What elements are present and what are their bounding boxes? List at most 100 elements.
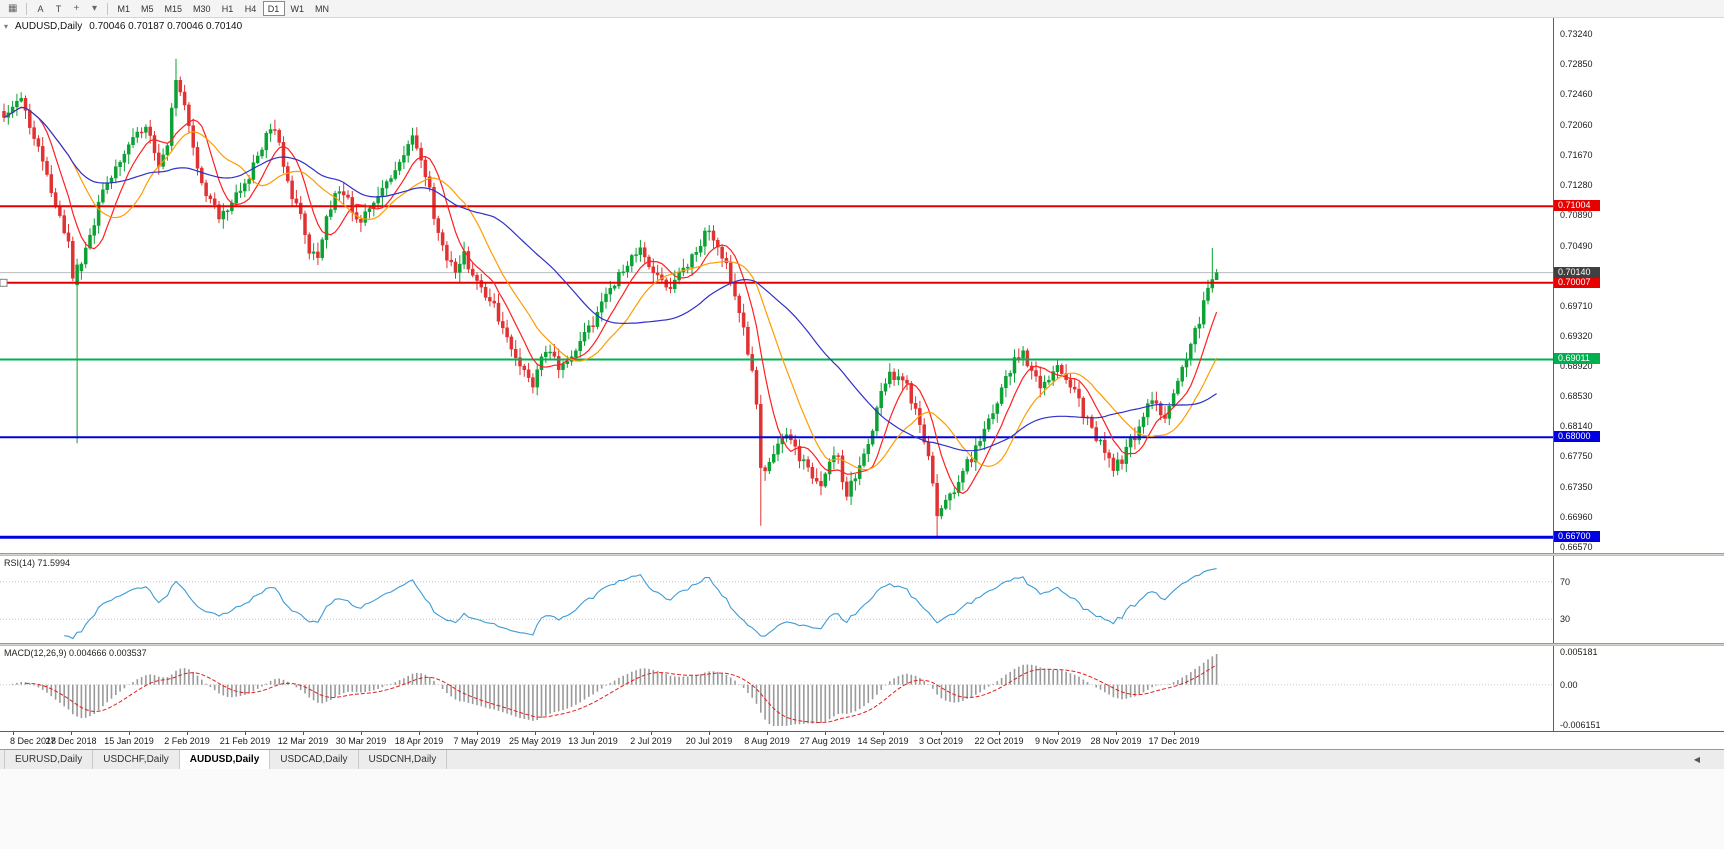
- rsi-canvas[interactable]: [0, 556, 1553, 643]
- price-tick-label: 0.70890: [1560, 210, 1593, 220]
- timeframe-button-group: M1 M5 M15 M30 H1 H4 D1 W1 MN: [112, 1, 335, 16]
- tf-button-m5[interactable]: M5: [140, 3, 154, 14]
- macd-indicator-panel: 0.005181 0.00 -0.006151 MACD(12,26,9) 0.00…: [0, 646, 1724, 731]
- toolbar-separator: [26, 2, 28, 15]
- price-axis[interactable]: 0.73240 0.72850 0.72460 0.72060 0.71670 0.712…: [1553, 18, 1724, 553]
- price-tick-label: 0.68530: [1560, 391, 1593, 401]
- macd-axis-label: 0.00: [1560, 680, 1578, 690]
- time-axis-label: 27 Dec 2018: [45, 736, 97, 746]
- tf-button-h1[interactable]: H1: [221, 3, 234, 14]
- price-tick-label: 0.70490: [1560, 241, 1593, 251]
- rsi-axis[interactable]: 70 30: [1553, 556, 1724, 643]
- rsi-label: RSI(14) 71.5994: [4, 558, 71, 568]
- time-axis-label: 13 Jun 2019: [568, 736, 618, 746]
- toolbar-separator: [107, 2, 109, 15]
- macd-histogram: [11, 654, 1218, 726]
- window-background: [0, 769, 1724, 849]
- tf-button-m30[interactable]: M30: [193, 3, 211, 14]
- macd-canvas[interactable]: [0, 646, 1553, 731]
- time-axis-label: 18 Apr 2019: [394, 736, 444, 746]
- macd-label: MACD(12,26,9) 0.004666 0.003537: [4, 648, 147, 658]
- text-tool-button[interactable]: T: [55, 3, 62, 14]
- time-axis-label: 28 Nov 2019: [1090, 736, 1142, 746]
- rsi-line: [64, 568, 1217, 640]
- time-axis-label: 20 Jul 2019: [685, 736, 733, 746]
- tf-button-w1[interactable]: W1: [290, 3, 305, 14]
- chart-window-icon[interactable]: ▦: [8, 3, 18, 14]
- tools-dropdown-icon[interactable]: ▾: [91, 3, 97, 14]
- time-axis-label: 27 Aug 2019: [799, 736, 851, 746]
- time-axis-tick: [999, 732, 1000, 735]
- macd-axis[interactable]: 0.005181 0.00 -0.006151: [1553, 646, 1724, 731]
- tab-usdcad-daily[interactable]: USDCAD,Daily: [270, 750, 359, 769]
- tf-button-mn[interactable]: MN: [315, 3, 330, 14]
- rsi-indicator-panel: 70 30 RSI(14) 71.5994: [0, 556, 1724, 643]
- candles-layer[interactable]: [2, 58, 1219, 537]
- chart-symbol-label: AUDUSD,Daily: [15, 21, 83, 32]
- time-axis-tick: [129, 732, 130, 735]
- tabbar-scroll-left-button[interactable]: ◀: [1693, 755, 1700, 764]
- price-tag[interactable]: 0.70140: [1554, 267, 1600, 278]
- price-tag[interactable]: 0.70007: [1554, 277, 1600, 288]
- top-toolbar: ▦ A T + ▾ M1 M5 M15 M30 H1 H4 D1 W1 MN: [0, 0, 1724, 18]
- tf-button-m1[interactable]: M1: [117, 3, 130, 14]
- panel-splitter[interactable]: [0, 553, 1724, 556]
- time-axis-label: 25 May 2019: [508, 736, 562, 746]
- price-tick-label: 0.71280: [1560, 180, 1593, 190]
- time-axis-label: 12 Mar 2019: [277, 736, 329, 746]
- time-axis-tick: [71, 732, 72, 735]
- panel-splitter[interactable]: [0, 643, 1724, 646]
- time-axis-label: 2 Feb 2019: [164, 736, 210, 746]
- time-axis-label: 17 Dec 2019: [1148, 736, 1200, 746]
- tf-button-d1[interactable]: D1: [262, 1, 285, 16]
- time-axis-label: 2 Jul 2019: [630, 736, 672, 746]
- time-axis-tick: [767, 732, 768, 735]
- time-axis-tick: [535, 732, 536, 735]
- price-tag[interactable]: 0.69011: [1554, 353, 1600, 364]
- price-tick-label: 0.71670: [1560, 150, 1593, 160]
- price-tag[interactable]: 0.68000: [1554, 431, 1600, 442]
- tab-usdcnh-daily[interactable]: USDCNH,Daily: [358, 750, 448, 769]
- time-axis-tick: [187, 732, 188, 735]
- cursor-mode-button[interactable]: A: [37, 3, 44, 14]
- tab-usdchf-daily[interactable]: USDCHF,Daily: [93, 750, 180, 769]
- tf-button-m15[interactable]: M15: [164, 3, 182, 14]
- price-chart-panel: 0.73240 0.72850 0.72460 0.72060 0.71670 0.712…: [0, 18, 1724, 553]
- time-axis-tick: [825, 732, 826, 735]
- time-axis-tick: [419, 732, 420, 735]
- time-axis-label: 30 Mar 2019: [335, 736, 387, 746]
- time-axis-label: 14 Sep 2019: [857, 736, 909, 746]
- ma-line-8: [3, 106, 1218, 495]
- price-tick-label: 0.68140: [1560, 421, 1593, 431]
- tab-audusd-daily[interactable]: AUDUSD,Daily: [179, 750, 271, 769]
- time-axis-tick: [303, 732, 304, 735]
- price-tag[interactable]: 0.71004: [1554, 200, 1600, 211]
- price-tick-label: 0.72060: [1560, 120, 1593, 130]
- time-axis-tick: [13, 732, 14, 735]
- price-tick-label: 0.66960: [1560, 512, 1593, 522]
- time-axis-label: 9 Nov 2019: [1034, 736, 1082, 746]
- tf-button-h4[interactable]: H4: [244, 3, 257, 14]
- time-axis-label: 7 May 2019: [453, 736, 501, 746]
- price-tag[interactable]: 0.66700: [1554, 531, 1600, 542]
- time-axis-label: 8 Aug 2019: [744, 736, 790, 746]
- time-axis-tick: [883, 732, 884, 735]
- crosshair-icon[interactable]: +: [73, 3, 80, 14]
- tab-eurusd-daily[interactable]: EURUSD,Daily: [4, 750, 94, 769]
- time-axis-label: 3 Oct 2019: [918, 736, 964, 746]
- macd-signal-line: [25, 664, 1217, 724]
- time-axis-tick: [361, 732, 362, 735]
- time-axis-tick: [651, 732, 652, 735]
- line-handle[interactable]: [0, 278, 8, 287]
- time-axis-tick: [1116, 732, 1117, 735]
- price-chart-canvas[interactable]: [0, 18, 1553, 553]
- time-axis-label: 15 Jan 2019: [104, 736, 154, 746]
- time-axis-tick: [245, 732, 246, 735]
- rsi-level-label: 30: [1560, 614, 1571, 624]
- time-axis-label: 22 Oct 2019: [974, 736, 1024, 746]
- chart-menu-icon[interactable]: ▾: [4, 22, 9, 31]
- time-axis[interactable]: 8 Dec 2018 27 Dec 2018 15 Jan 2019 2 Feb 20…: [0, 731, 1724, 749]
- price-tick-label: 0.72850: [1560, 59, 1593, 69]
- time-axis-tick: [477, 732, 478, 735]
- macd-axis-label: -0.006151: [1560, 720, 1601, 730]
